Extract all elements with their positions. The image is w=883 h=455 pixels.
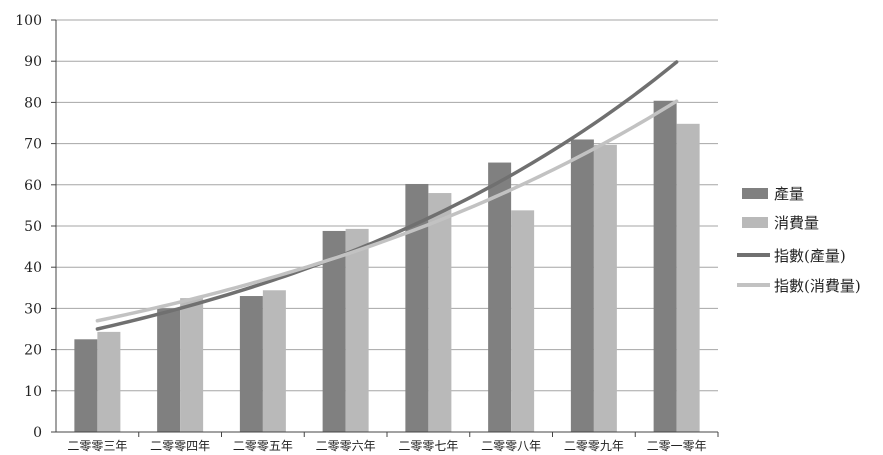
- y-tick-label: 70: [24, 137, 42, 153]
- legend-consumption-label: 消費量: [774, 214, 819, 232]
- x-tick-label: 二零零三年: [67, 439, 127, 453]
- bar-production: [322, 230, 346, 432]
- bar-consumption: [511, 210, 535, 432]
- trendline-production: [95, 60, 679, 331]
- x-tick-label: 二零零四年: [150, 439, 210, 453]
- y-tick-label: 50: [24, 219, 42, 235]
- x-tick-label: 二零零六年: [316, 439, 376, 453]
- y-tick-label: 20: [24, 343, 42, 359]
- bar-consumption: [428, 193, 452, 432]
- bar-production: [488, 162, 512, 432]
- legend-trend-consumption-label: 指數(消費量): [774, 277, 861, 295]
- bar-production: [405, 183, 429, 432]
- y-tick-label: 10: [24, 384, 42, 400]
- y-tick-label: 60: [24, 178, 42, 194]
- y-tick-label: 0: [33, 425, 42, 441]
- bar-consumption: [180, 298, 204, 432]
- bar-consumption: [97, 331, 121, 432]
- y-tick-label: 40: [24, 260, 42, 276]
- bar-consumption: [345, 228, 369, 432]
- bar-consumption: [676, 123, 700, 432]
- bar-consumption: [593, 144, 617, 432]
- trendline-consumption: [95, 99, 679, 323]
- bar-production: [239, 296, 263, 432]
- y-axis-ticks: 0 10 20 30 40 50 60 70 80 90 100: [15, 13, 56, 441]
- y-tick-label: 100: [15, 13, 42, 29]
- legend-trend-production-label: 指數(產量): [774, 247, 846, 265]
- legend-production-swatch: [742, 188, 768, 199]
- bar-production: [570, 139, 594, 433]
- x-tick-label: 二零零五年: [233, 439, 293, 453]
- bar-consumption: [262, 290, 286, 432]
- bar-production: [74, 339, 98, 432]
- grid: [56, 19, 718, 392]
- y-tick-label: 80: [24, 95, 42, 111]
- trendlines: [95, 60, 679, 331]
- bars: [74, 100, 700, 433]
- x-tick-label: 二零零九年: [564, 439, 624, 453]
- x-axis-ticks: 二零零三年 二零零四年 二零零五年 二零零六年 二零零七年 二零零八年 二零零九年 二零一零年: [67, 432, 719, 453]
- x-tick-label: 二零零七年: [398, 439, 458, 453]
- x-tick-label: 二零零八年: [481, 439, 541, 453]
- legend-consumption-swatch: [742, 217, 768, 228]
- y-tick-label: 30: [24, 301, 42, 317]
- y-tick-label: 90: [24, 54, 42, 70]
- bar-production: [653, 100, 677, 432]
- bar-production: [157, 308, 181, 432]
- x-tick-label: 二零一零年: [647, 439, 707, 453]
- legend-production-label: 產量: [774, 185, 804, 203]
